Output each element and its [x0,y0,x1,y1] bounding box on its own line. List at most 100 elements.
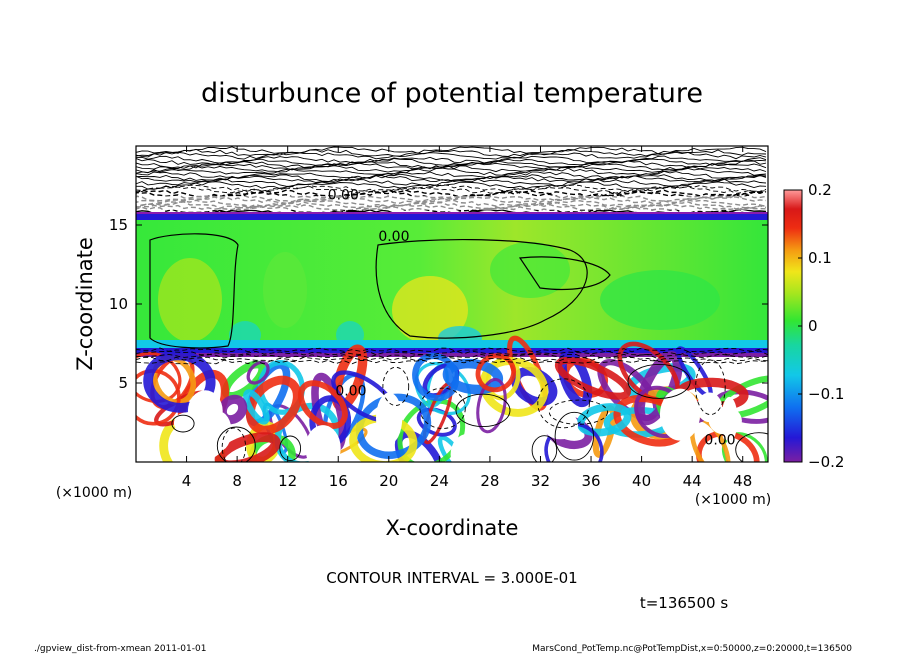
contour-label: 0.00 [378,229,409,245]
lower-negative-band-purple [136,353,768,357]
band-contour [136,356,768,362]
upper-contour [136,185,767,194]
colorbar-tick-label: −0.2 [808,453,844,471]
upper-gap [136,196,768,210]
lower-plume [476,377,507,434]
upper-negative-band [136,214,768,220]
band-contour [136,347,768,353]
upper-contour [136,189,767,198]
lower-plume [544,422,604,462]
mixed-layer-blob [158,258,222,342]
band-contour [136,359,768,365]
mixed-layer-blob [490,242,570,298]
chart-title: disturbunce of potential temperature [201,78,703,109]
y-tick-label: 10 [109,295,128,313]
lower-plume [557,350,593,408]
colorbar-tick-label: 0 [808,317,818,335]
contour-labels: 0.00 0.00 0.00 0.00 [328,188,736,449]
band-contour [136,350,768,356]
upper-negative-band-edge [136,212,768,214]
x-tick-label: 20 [379,472,398,490]
colorbar-ticks: 0.2 0.1 0 −0.1 −0.2 [798,181,844,471]
lower-contour [455,393,511,428]
x-tick-label: 48 [733,472,752,490]
y-axis-ticks: 5 10 15 [109,216,768,392]
lower-plume [245,375,302,435]
upper-contour [136,178,767,187]
x-axis-label: X-coordinate [386,516,519,540]
upper-contour [136,148,767,157]
lower-contour [548,399,608,425]
y-axis-label: Z-coordinate [73,237,97,371]
upper-contour [136,160,767,169]
colorbar-tick-label: −0.1 [808,385,844,403]
x-tick-label: 4 [182,472,192,490]
lower-contour [531,435,558,462]
lower-plume-core [659,388,701,441]
lower-contour [735,432,768,462]
contour-lines [136,233,768,462]
lower-plume-core [450,433,486,462]
lower-plume [554,356,632,400]
lower-contour [554,411,594,461]
x-axis-ticks: 4 8 12 16 20 24 28 32 36 40 44 48 [182,146,752,490]
lower-contour [537,378,590,429]
lower-contour [695,359,726,416]
lower-plume [696,430,760,462]
lower-negative-band [136,340,768,350]
z-unit-label: (×1000 m) [56,485,132,501]
lower-plume [475,353,517,393]
colorbar-tick-label: 0.1 [808,249,832,267]
footer-left: ./gpview_dist-from-xmean 2011-01-01 [34,644,206,654]
upper-contour [136,162,767,171]
x-tick-label: 40 [632,472,651,490]
zero-contour [518,256,611,291]
x-tick-label: 44 [683,472,702,490]
lower-contour [171,414,195,433]
upper-contour [136,174,767,183]
mixed-layer-blob [263,252,307,328]
lower-contour [221,427,247,462]
lower-plume [243,389,270,425]
upper-contour-noise [136,146,768,220]
plot-area [136,146,768,462]
upper-contour [136,151,767,160]
lower-contour [627,363,691,399]
lower-plume [479,357,549,417]
footer-right: MarsCond_PotTemp.nc@PotTempDist,x=0:5000… [532,644,852,654]
colorbar: 0.2 0.1 0 −0.1 −0.2 [783,181,844,471]
lower-contour [419,387,466,429]
lower-plume-core [187,390,223,432]
x-tick-label: 36 [581,472,600,490]
lower-contour [382,366,410,406]
lower-plume-core [542,410,579,440]
upper-contour [136,184,767,193]
lower-plume [297,380,348,429]
x-tick-label: 24 [430,472,449,490]
lower-contour [216,426,256,462]
x-unit-label: (×1000 m) [695,492,771,508]
lower-plume-core [721,396,738,442]
band-contour [136,353,768,359]
mixed-layer-blob [392,276,468,344]
y-tick-label: 15 [109,216,128,234]
lower-contour [279,435,302,462]
mixed-layer-structures [158,242,720,350]
y-tick-label: 5 [118,374,128,392]
lower-plume [412,352,460,402]
contour-label: 0.00 [704,433,735,449]
contour-label: 0.00 [328,188,359,204]
contour-interval-text: CONTOUR INTERVAL = 3.000E-01 [326,569,577,587]
zero-contour [149,233,239,349]
lower-plume-core [376,392,403,444]
upper-contour [136,155,767,164]
lower-plume [246,360,270,385]
x-tick-label: 28 [480,472,499,490]
x-tick-label: 32 [531,472,550,490]
mixed-layer-blob [600,270,720,330]
lower-plume-core [305,425,341,462]
lower-plume [143,350,216,413]
x-tick-label: 8 [232,472,242,490]
colorbar-tick-label: 0.2 [808,181,832,199]
